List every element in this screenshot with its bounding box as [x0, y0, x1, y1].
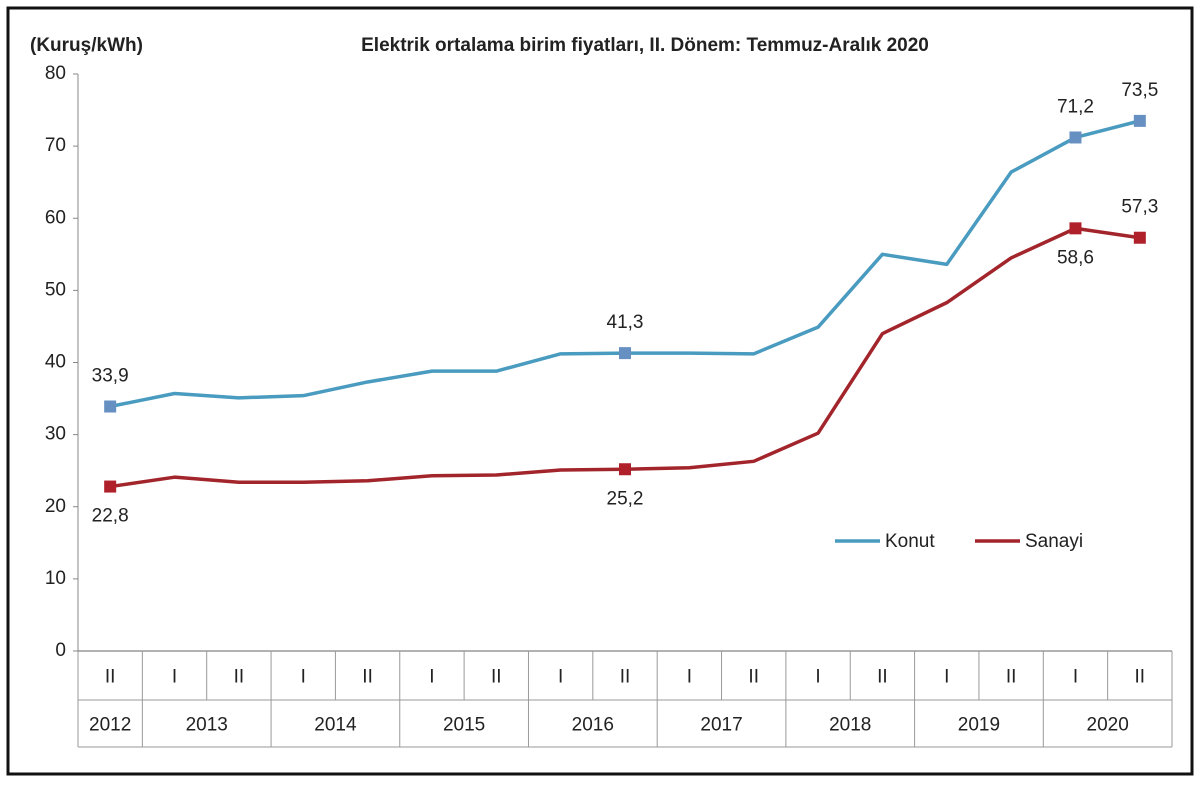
y-tick-label: 10	[45, 568, 66, 589]
x-tick-label: I	[944, 667, 949, 688]
x-group-label: 2018	[829, 715, 871, 736]
marker	[104, 400, 117, 413]
data-label: 73,5	[1121, 80, 1158, 101]
y-tick-label: 70	[45, 135, 66, 156]
x-tick-label: II	[362, 667, 373, 688]
y-tick-label: 60	[45, 207, 66, 228]
data-label: 41,3	[607, 312, 644, 333]
x-tick-label: I	[687, 667, 692, 688]
x-tick-label: II	[620, 667, 631, 688]
marker	[1069, 222, 1082, 235]
x-group-label: 2013	[186, 715, 228, 736]
y-tick-label: 30	[45, 424, 66, 445]
data-label: 71,2	[1057, 96, 1094, 117]
x-group-label: 2012	[89, 715, 131, 736]
x-tick-label: II	[105, 667, 116, 688]
x-group-label: 2017	[700, 715, 742, 736]
x-tick-label: II	[1006, 667, 1017, 688]
y-tick-label: 50	[45, 279, 66, 300]
y-tick-label: 0	[55, 640, 66, 661]
x-tick-label: II	[491, 667, 502, 688]
x-tick-label: II	[748, 667, 759, 688]
data-label: 57,3	[1121, 197, 1158, 218]
marker	[1133, 231, 1146, 244]
data-label: 58,6	[1057, 247, 1094, 268]
x-tick-label: I	[172, 667, 177, 688]
marker	[619, 347, 631, 360]
legend-label: Konut	[885, 531, 935, 552]
marker	[619, 463, 631, 476]
data-label: 22,8	[92, 506, 129, 527]
marker	[104, 480, 117, 493]
marker	[1133, 114, 1146, 127]
y-tick-label: 80	[45, 63, 66, 84]
x-tick-label: I	[558, 667, 563, 688]
x-group-label: 2014	[314, 715, 357, 736]
x-group-label: 2016	[572, 715, 614, 736]
frame	[6, 6, 1194, 776]
data-label: 25,2	[607, 488, 644, 509]
y-axis-label: (Kuruş/kWh)	[30, 35, 143, 56]
data-label: 33,9	[92, 366, 129, 387]
x-group-label: 2015	[443, 715, 485, 736]
legend-label: Sanayi	[1025, 531, 1083, 552]
y-tick-label: 40	[45, 352, 66, 373]
x-tick-label: I	[815, 667, 820, 688]
x-tick-label: II	[234, 667, 245, 688]
x-tick-label: II	[877, 667, 888, 688]
x-group-label: 2019	[958, 715, 1000, 736]
x-tick-label: I	[301, 667, 306, 688]
y-tick-label: 20	[45, 496, 66, 517]
chart-title: Elektrik ortalama birim fiyatları, II. D…	[361, 35, 929, 56]
x-tick-label: I	[429, 667, 434, 688]
x-group-label: 2020	[1087, 715, 1129, 736]
x-tick-label: I	[1073, 667, 1078, 688]
x-tick-label: II	[1135, 667, 1146, 688]
marker	[1069, 131, 1082, 144]
